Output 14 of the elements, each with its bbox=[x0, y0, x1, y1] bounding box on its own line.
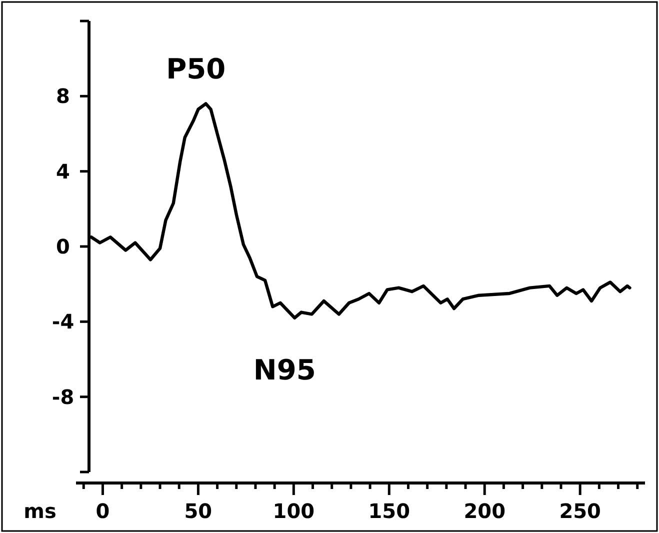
annotation: P50 bbox=[166, 52, 226, 86]
x-tick-label: 100 bbox=[272, 499, 315, 523]
y-tick-label: 4 bbox=[56, 159, 70, 184]
annotation: N95 bbox=[253, 354, 316, 387]
y-tick-label: -8 bbox=[52, 384, 74, 409]
x-axis-title: ms bbox=[24, 499, 56, 523]
x-tick-label: 150 bbox=[368, 499, 410, 523]
y-tick-label: 0 bbox=[56, 234, 70, 258]
x-tick-label: 200 bbox=[464, 499, 506, 523]
x-tick-label: 0 bbox=[96, 499, 110, 523]
y-tick-label: 8 bbox=[56, 84, 70, 108]
x-tick-label: 250 bbox=[559, 499, 601, 523]
x-tick-label: 50 bbox=[184, 499, 212, 523]
y-tick-label: -4 bbox=[52, 310, 74, 334]
